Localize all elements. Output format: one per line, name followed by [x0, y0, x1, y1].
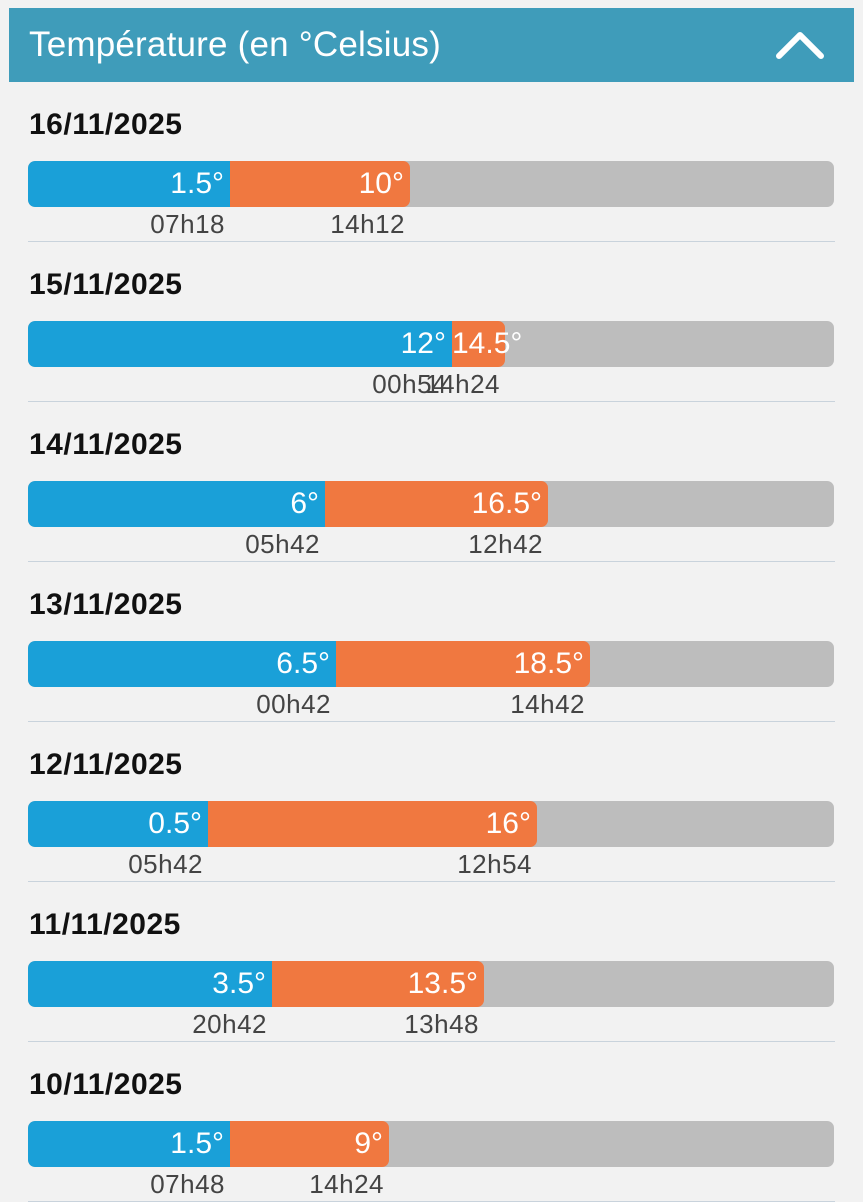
day-row: 14/11/2025 6° 16.5° 05h42 12h42: [9, 402, 854, 562]
row-divider: [28, 721, 835, 722]
day-date: 15/11/2025: [29, 268, 183, 301]
panel-header[interactable]: Température (en °Celsius): [9, 8, 854, 82]
max-temperature-time: 12h54: [457, 849, 532, 879]
min-temperature-segment: 1.5°: [28, 1121, 230, 1167]
max-temperature-time: 14h12: [330, 209, 405, 239]
day-date: 12/11/2025: [29, 748, 183, 781]
row-divider: [28, 401, 835, 402]
day-row: 13/11/2025 6.5° 18.5° 00h42 14h42: [9, 562, 854, 722]
max-temperature-time: 12h42: [468, 529, 543, 559]
day-row: 15/11/2025 12° 14.5° 00h54 14h24: [9, 242, 854, 402]
row-divider: [28, 881, 835, 882]
min-temperature-segment: 1.5°: [28, 161, 230, 207]
min-temperature-time: 20h42: [192, 1009, 267, 1039]
day-date: 14/11/2025: [29, 428, 183, 461]
max-temperature-segment: 16.5°: [325, 481, 548, 527]
day-date: 11/11/2025: [29, 908, 181, 941]
day-row: 11/11/2025 3.5° 13.5° 20h42 13h48: [9, 882, 854, 1042]
temperature-range-bar: 1.5° 9°: [28, 1121, 834, 1167]
min-temperature-time: 00h42: [256, 689, 331, 719]
max-temperature-time: 13h48: [404, 1009, 479, 1039]
max-temperature-segment: 13.5°: [272, 961, 484, 1007]
max-temperature-time: 14h24: [309, 1169, 384, 1199]
row-divider: [28, 561, 835, 562]
panel-title: Température (en °Celsius): [29, 25, 441, 64]
min-temperature-segment: 0.5°: [28, 801, 208, 847]
temperature-range-bar: 3.5° 13.5°: [28, 961, 834, 1007]
chevron-up-icon: [776, 32, 824, 59]
min-temperature-time: 05h42: [245, 529, 320, 559]
temperature-range-bar: 12° 14.5°: [28, 321, 834, 367]
min-temperature-segment: 12°: [28, 321, 452, 367]
row-divider: [28, 1041, 835, 1042]
collapse-button[interactable]: [772, 17, 828, 73]
min-temperature-segment: 3.5°: [28, 961, 272, 1007]
max-temperature-segment: 16°: [208, 801, 537, 847]
min-temperature-time: 00h54: [372, 369, 447, 399]
day-row: 12/11/2025 0.5° 16° 05h42 12h54: [9, 722, 854, 882]
min-temperature-time: 05h42: [128, 849, 203, 879]
temperature-range-bar: 0.5° 16°: [28, 801, 834, 847]
day-date: 16/11/2025: [29, 108, 183, 141]
max-temperature-segment: 10°: [230, 161, 410, 207]
min-temperature-time: 07h48: [150, 1169, 225, 1199]
day-row: 16/11/2025 1.5° 10° 07h18 14h12: [9, 82, 854, 242]
max-temperature-segment: 18.5°: [336, 641, 590, 687]
temperature-range-bar: 6.5° 18.5°: [28, 641, 834, 687]
max-temperature-segment: 14.5°: [452, 321, 522, 367]
day-date: 10/11/2025: [29, 1068, 183, 1101]
min-temperature-segment: 6°: [28, 481, 325, 527]
day-date: 13/11/2025: [29, 588, 183, 621]
max-temperature-time: 14h24: [425, 369, 500, 399]
max-temperature-time: 14h42: [510, 689, 585, 719]
day-row: 10/11/2025 1.5° 9° 07h48 14h24: [9, 1042, 854, 1202]
row-divider: [28, 241, 835, 242]
temperature-range-bar: 6° 16.5°: [28, 481, 834, 527]
max-temperature-segment: 9°: [230, 1121, 389, 1167]
temperature-panel: Température (en °Celsius) 16/11/2025 1.5°…: [9, 8, 854, 1202]
temperature-range-bar: 1.5° 10°: [28, 161, 834, 207]
daily-temperature-list: 16/11/2025 1.5° 10° 07h18 14h12 15/11/2025 12°…: [9, 82, 854, 1202]
min-temperature-time: 07h18: [150, 209, 225, 239]
min-temperature-segment: 6.5°: [28, 641, 336, 687]
